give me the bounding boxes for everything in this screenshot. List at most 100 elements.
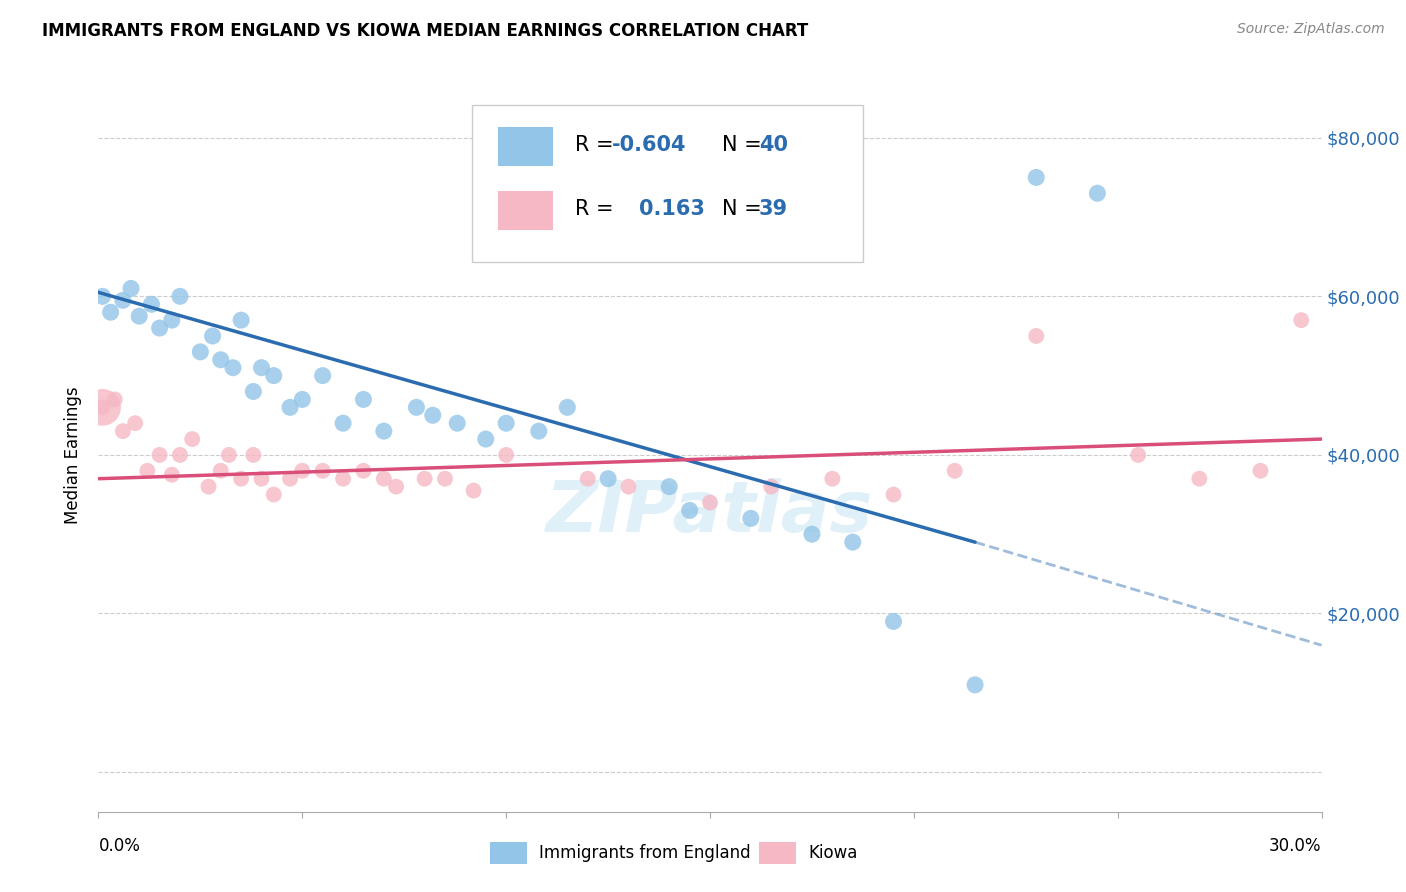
Point [104,392,127,407]
Text: R =: R = [575,135,620,154]
Point [136,464,159,478]
Point [332,416,354,430]
Point [373,424,395,438]
Point [278,472,301,486]
Point [91,401,114,415]
Text: ZIPatlas: ZIPatlas [547,477,873,547]
Point [250,472,273,486]
Point [209,464,232,478]
Point [883,487,905,501]
Text: 0.0%: 0.0% [98,837,141,855]
Text: Immigrants from England: Immigrants from England [538,844,751,862]
Point [149,321,172,335]
FancyBboxPatch shape [759,842,796,863]
Point [617,480,640,494]
FancyBboxPatch shape [498,191,554,230]
Point [1085,186,1108,201]
Point [385,480,408,494]
Point [128,309,150,323]
Point [222,360,245,375]
Text: 30.0%: 30.0% [1270,837,1322,855]
Point [495,416,517,430]
Point [91,401,114,415]
Point [263,368,285,383]
Point [124,416,146,430]
Text: N =: N = [723,199,769,219]
Point [413,472,436,486]
Point [291,392,314,407]
Text: N =: N = [723,135,769,154]
Point [527,424,550,438]
Point [312,464,335,478]
Point [312,368,335,383]
Point [231,472,253,486]
Point [352,464,374,478]
Text: IMMIGRANTS FROM ENGLAND VS KIOWA MEDIAN EARNINGS CORRELATION CHART: IMMIGRANTS FROM ENGLAND VS KIOWA MEDIAN … [42,22,808,40]
Point [160,313,183,327]
Point [91,289,114,303]
Point [352,392,374,407]
Point [943,464,966,478]
FancyBboxPatch shape [489,842,526,863]
Text: -0.604: -0.604 [612,135,686,154]
Point [169,289,191,303]
Point [373,472,395,486]
Point [188,344,212,359]
Point [463,483,485,498]
Point [250,360,273,375]
Point [278,401,301,415]
Point [1291,313,1313,327]
Point [218,448,240,462]
Point [263,487,285,501]
Point [291,464,314,478]
Y-axis label: Median Earnings: Median Earnings [65,386,83,524]
Point [761,480,783,494]
Point [883,615,905,629]
Point [332,472,354,486]
Point [242,384,264,399]
Text: 39: 39 [759,199,789,219]
Point [801,527,824,541]
Point [474,432,498,446]
Text: Source: ZipAtlas.com: Source: ZipAtlas.com [1237,22,1385,37]
Point [699,495,721,509]
Point [1025,170,1047,185]
Point [1128,448,1150,462]
FancyBboxPatch shape [471,105,863,262]
Text: 0.163: 0.163 [640,199,704,219]
Point [149,448,172,462]
Text: 40: 40 [759,135,787,154]
Point [446,416,468,430]
Point [576,472,599,486]
Point [197,480,219,494]
Point [100,305,122,319]
Point [201,329,224,343]
Point [1025,329,1047,343]
FancyBboxPatch shape [498,127,554,166]
Point [679,503,702,517]
Point [1188,472,1211,486]
Point [434,472,457,486]
Point [1249,464,1271,478]
Point [557,401,579,415]
Point [231,313,253,327]
Point [495,448,517,462]
Point [111,424,134,438]
Text: Kiowa: Kiowa [808,844,858,862]
Point [141,297,163,311]
Point [821,472,844,486]
Point [740,511,762,525]
Point [242,448,264,462]
Point [209,352,232,367]
Point [422,409,444,423]
Point [169,448,191,462]
Point [120,281,142,295]
Point [111,293,134,308]
Point [965,678,987,692]
Point [841,535,863,549]
Point [658,480,681,494]
Point [598,472,620,486]
Text: R =: R = [575,199,620,219]
Point [160,467,183,482]
Point [181,432,204,446]
